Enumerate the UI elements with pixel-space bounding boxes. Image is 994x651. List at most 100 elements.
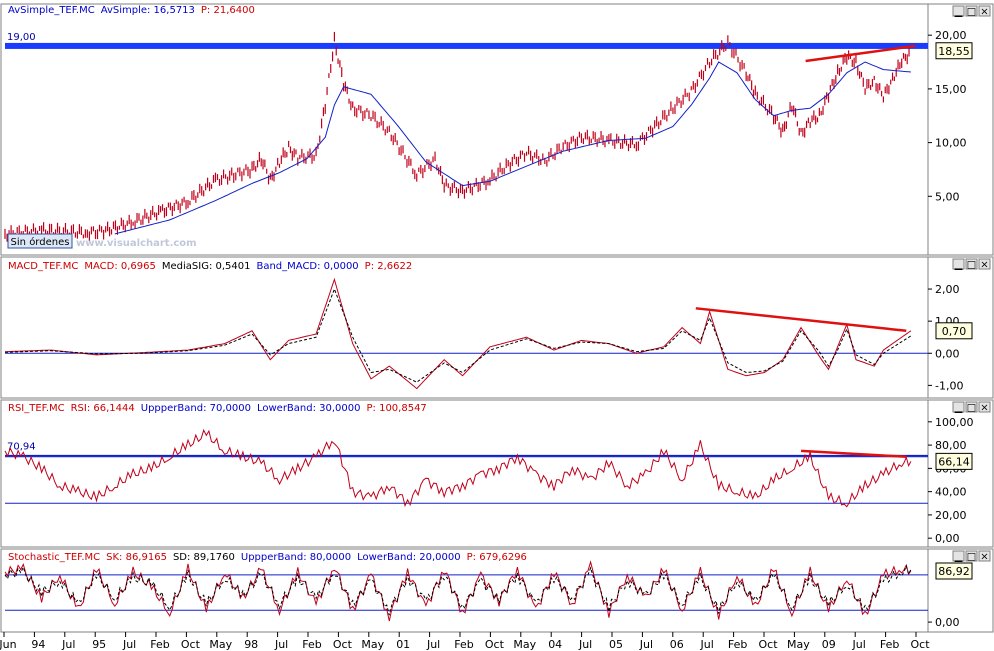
legend-item: AvSimple: 16,5713 [101,5,195,16]
legend-item: SD: 89,1760 [173,552,235,563]
x-tick-label: 05 [609,638,623,651]
x-tick-label: 98 [244,638,258,651]
minimize-button[interactable]: ▁ [952,5,965,18]
x-tick-label: 09 [822,638,836,651]
legend-item: UppperBand: 80,0000 [241,552,351,563]
orders-badge: Sin órdenes [7,233,73,249]
y-tick-label: 5,00 [935,190,960,203]
legend-item: LowerBand: 20,0000 [357,552,461,563]
legend-item: MACD: 0,6965 [84,261,156,272]
x-tick-label: Jul [639,638,653,651]
minimize-button[interactable]: ▁ [952,550,965,563]
y-tick-label: 40,00 [935,486,967,499]
legend-item: RSI_TEF.MC [8,403,65,414]
value-box [935,562,973,580]
x-tick-label: Oct [333,638,353,651]
series-line [4,277,912,390]
level-label: 70,94 [7,442,36,453]
x-tick-label: 01 [396,638,410,651]
close-button[interactable]: × [978,5,991,18]
button-glyph: □ [967,552,976,563]
button-glyph: □ [967,403,976,414]
series-line [4,428,912,508]
legend-item: P: 2,6622 [365,261,413,272]
button-frame [978,550,991,562]
x-tick-label: Feb [728,638,747,651]
panel-frame [0,256,994,399]
button-frame [952,550,965,562]
legend-item: RSI: 66,1444 [71,403,135,414]
y-tick-label: 20,00 [935,29,967,42]
close-button[interactable]: × [978,550,991,563]
x-tick-label: 95 [92,638,106,651]
x-tick-label: Jul [274,638,288,651]
y-tick-label: 80,00 [935,439,967,452]
button-frame [978,401,991,413]
series-line [114,61,911,235]
value-box [935,42,973,60]
x-tick-label: Feb [454,638,473,651]
y-tick-label: 0,00 [935,616,960,629]
legend-item: Stochastic_TEF.MC [8,552,100,563]
button-glyph: × [980,552,988,563]
x-tick-label: Feb [302,638,321,651]
legend-item: SK: 86,9165 [106,552,167,563]
trend-line [695,307,907,333]
button-glyph: × [980,403,988,414]
button-frame [952,401,965,413]
button-frame [978,5,991,17]
button-frame [952,258,965,270]
value-box-label: 18,55 [938,45,970,58]
button-frame [965,5,978,17]
series-line [4,287,912,383]
x-tick-label: May [361,638,384,651]
value-box [935,322,973,340]
legend-item: P: 679,6296 [467,552,527,563]
close-button[interactable]: × [978,401,991,414]
minimize-button[interactable]: ▁ [952,401,965,414]
legend-item: P: 21,6400 [201,5,255,16]
minimize-button[interactable]: ▁ [952,258,965,271]
y-tick-label: 100,00 [935,416,974,429]
restore-button[interactable]: □ [965,550,978,563]
panel-macd: MACD_TEF.MC MACD: 0,6965 MediaSIG: 0,5401 B… [0,256,994,399]
button-glyph: □ [967,7,976,18]
x-tick-label: Feb [150,638,169,651]
trend-line [805,44,916,63]
legend-item: LowerBand: 30,0000 [257,403,361,414]
restore-button[interactable]: □ [965,401,978,414]
x-tick-label: Oct [758,638,778,651]
close-button[interactable]: × [978,258,991,271]
button-glyph: □ [967,260,976,271]
x-tick-label: Jul [122,638,136,651]
y-tick-label: 15,00 [935,83,967,96]
x-tick-label: Feb [880,638,899,651]
y-tick-label: 2,00 [935,283,960,296]
restore-button[interactable]: □ [965,258,978,271]
button-glyph: ▁ [954,403,963,414]
y-tick-label: 0,00 [935,347,960,360]
x-tick-label: Oct [181,638,201,651]
watermark: www.visualchart.com [76,238,197,249]
badge-frame [7,233,73,249]
legend-item: AvSimple_TEF.MC [8,5,95,16]
x-tick-label: Jul [426,638,440,651]
x-tick-label: May [513,638,536,651]
x-tick-label: 04 [548,638,562,651]
y-tick-label: 20,00 [935,509,967,522]
x-tick-label: May [787,638,810,651]
series-line [4,560,912,622]
value-box [935,452,973,470]
value-box-label: 66,14 [938,455,970,468]
x-tick-label: Jul [61,638,75,651]
trend-line [800,449,907,458]
legend-item: Band_MACD: 0,0000 [256,261,358,272]
restore-button[interactable]: □ [965,5,978,18]
value-box-label: 0,70 [942,325,967,338]
button-frame [965,401,978,413]
x-tick-label: Oct [485,638,505,651]
legend-item: MACD_TEF.MC [8,261,78,272]
badge-label: Sin órdenes [11,236,70,248]
button-glyph: ▁ [954,260,963,271]
